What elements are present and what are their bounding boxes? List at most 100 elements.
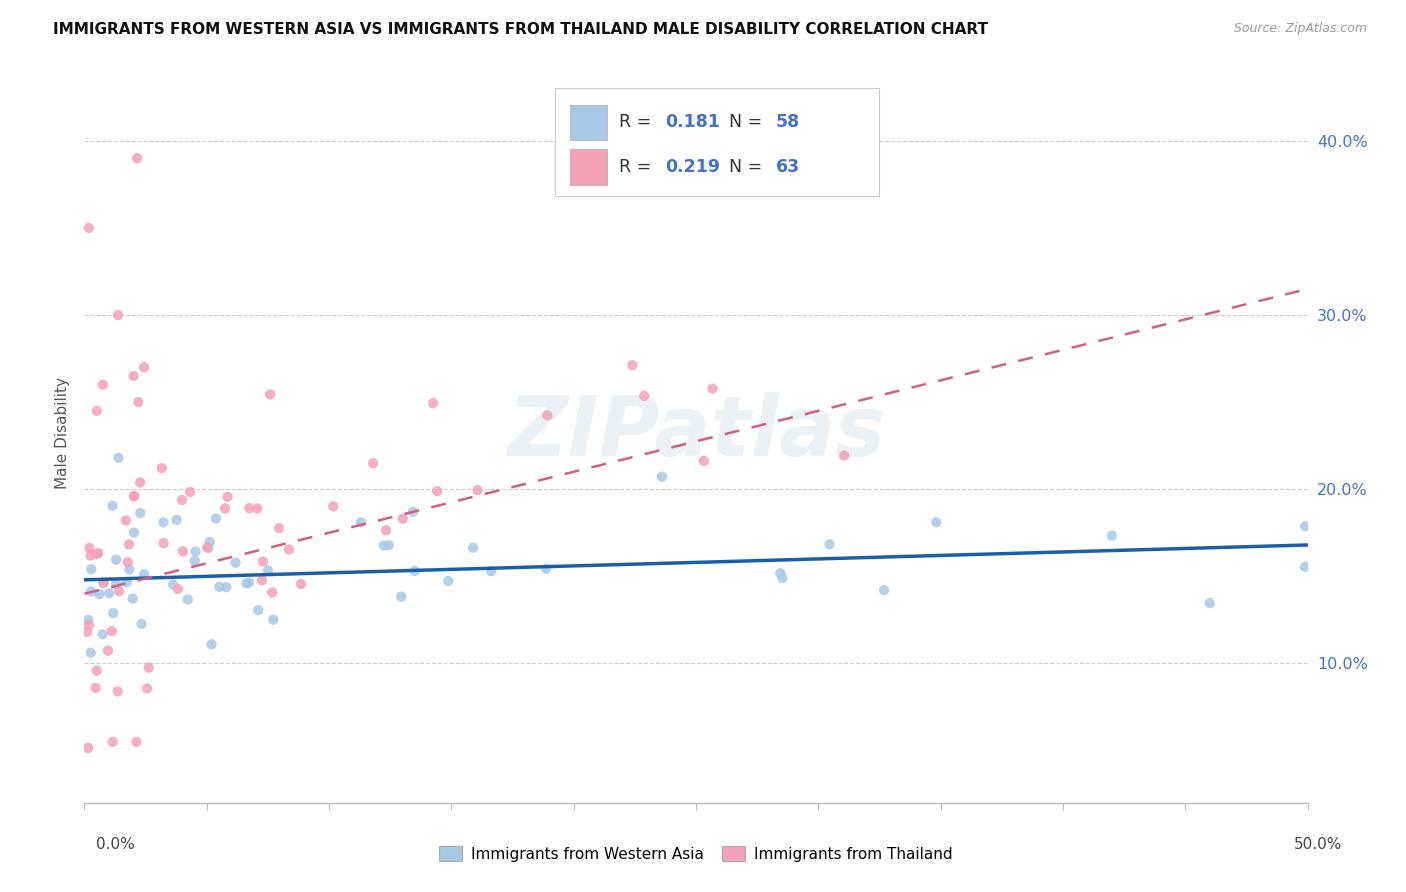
Point [184, 544, 207, 558]
Point [91, 575, 114, 590]
Point [86, 404, 108, 418]
Point [262, 585, 284, 599]
Point [172, 544, 194, 558]
Point [1294, 519, 1316, 533]
Point [107, 684, 129, 698]
Point [208, 580, 231, 594]
Point [422, 396, 444, 410]
Point [770, 571, 793, 585]
Point [247, 603, 270, 617]
Point [131, 616, 153, 631]
Point [238, 501, 260, 516]
Point [115, 514, 138, 528]
Point [246, 501, 269, 516]
FancyBboxPatch shape [569, 104, 606, 140]
Point [122, 489, 145, 503]
Point [108, 584, 131, 599]
Point [105, 552, 128, 566]
Point [278, 542, 301, 557]
Point [125, 735, 148, 749]
Point [80, 562, 103, 576]
Point [238, 575, 260, 590]
Point [98, 586, 121, 600]
Point [197, 541, 219, 555]
Point [195, 541, 218, 555]
Point [177, 592, 200, 607]
Point [225, 556, 247, 570]
Text: 0.0%: 0.0% [96, 837, 135, 852]
Point [129, 506, 152, 520]
Point [534, 562, 557, 576]
Point [127, 151, 149, 165]
Point [200, 637, 222, 651]
Point [536, 409, 558, 423]
Point [84, 681, 107, 695]
Point [107, 450, 129, 465]
Point [873, 583, 896, 598]
Point [107, 308, 129, 322]
Point [375, 524, 398, 538]
Point [79, 646, 101, 660]
Point [925, 515, 948, 529]
Point [290, 577, 312, 591]
Point [633, 389, 655, 403]
Point [132, 360, 155, 375]
Point [91, 377, 114, 392]
Point [101, 735, 124, 749]
Point [378, 538, 401, 552]
Point [86, 664, 108, 678]
Point [97, 643, 120, 657]
Point [217, 490, 239, 504]
Point [101, 624, 124, 639]
Text: Source: ZipAtlas.com: Source: ZipAtlas.com [1233, 22, 1367, 36]
Text: R =: R = [619, 158, 657, 176]
Point [702, 382, 724, 396]
Text: 0.219: 0.219 [665, 158, 720, 176]
Point [1101, 528, 1123, 542]
Text: 0.181: 0.181 [665, 113, 720, 131]
Point [77, 221, 100, 235]
FancyBboxPatch shape [569, 149, 606, 185]
Text: 58: 58 [776, 113, 800, 131]
Text: R =: R = [619, 113, 657, 131]
Point [77, 618, 100, 632]
Text: N =: N = [728, 113, 768, 131]
Point [361, 456, 384, 470]
Point [389, 590, 412, 604]
Text: 50.0%: 50.0% [1295, 837, 1343, 852]
Point [832, 449, 855, 463]
Point [402, 505, 425, 519]
Point [115, 575, 138, 590]
Point [138, 661, 160, 675]
Text: N =: N = [728, 158, 768, 176]
Point [118, 562, 141, 576]
Point [89, 587, 111, 601]
Point [426, 484, 449, 499]
Point [80, 584, 103, 599]
Point [79, 541, 101, 555]
Point [136, 681, 159, 696]
Point [215, 580, 238, 594]
Point [101, 499, 124, 513]
Point [467, 483, 489, 497]
Point [437, 574, 460, 588]
Point [404, 564, 426, 578]
Point [134, 567, 156, 582]
Point [235, 576, 257, 591]
Point [91, 627, 114, 641]
Point [103, 606, 125, 620]
Point [170, 493, 193, 508]
Text: 63: 63 [776, 158, 800, 176]
Point [77, 740, 100, 755]
Point [262, 613, 284, 627]
Point [259, 387, 281, 401]
Text: ZIPatlas: ZIPatlas [508, 392, 884, 473]
Point [184, 554, 207, 568]
Point [86, 547, 108, 561]
Point [152, 516, 174, 530]
Point [1294, 560, 1316, 574]
Point [252, 555, 274, 569]
Point [152, 536, 174, 550]
Point [651, 469, 673, 483]
Point [150, 461, 173, 475]
